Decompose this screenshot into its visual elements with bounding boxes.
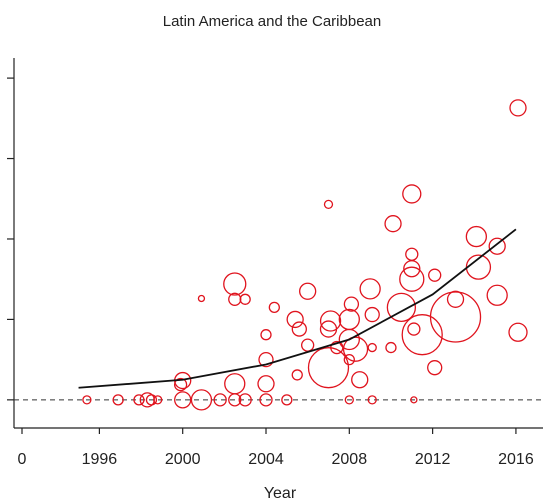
x-tick-label: 2008 — [332, 451, 368, 468]
bubble — [257, 375, 275, 393]
bubble — [386, 292, 417, 322]
bubble — [299, 282, 317, 300]
bubble — [338, 308, 360, 331]
bubble — [228, 393, 242, 407]
bubble — [410, 396, 418, 404]
trend-line — [78, 228, 517, 389]
bubble — [258, 351, 274, 368]
bubble — [223, 272, 247, 296]
bubble — [291, 321, 307, 337]
bubble — [344, 395, 354, 405]
bubble — [359, 278, 381, 300]
bubble — [367, 395, 377, 405]
bubble — [343, 353, 355, 366]
bubble — [291, 369, 303, 381]
x-tick-label: 0 — [18, 451, 27, 468]
x-axis-label: Year — [264, 485, 297, 502]
bubble — [446, 290, 465, 308]
bubble — [286, 310, 304, 329]
bubble — [405, 247, 419, 261]
bubble — [364, 306, 380, 323]
x-tick-label: 2016 — [498, 451, 534, 468]
x-tick-label: 2012 — [415, 451, 451, 468]
bubble — [268, 301, 280, 313]
bubble — [281, 394, 293, 406]
bubble — [239, 293, 251, 305]
bubble — [367, 342, 377, 353]
bubble — [385, 341, 397, 354]
chart-title: Latin America and the Caribbean — [163, 13, 381, 30]
bubble — [407, 322, 421, 336]
bubble — [301, 338, 315, 352]
bubble — [260, 329, 272, 341]
bubble — [427, 360, 443, 376]
bubble — [508, 322, 528, 342]
x-tick-label: 1996 — [82, 451, 118, 468]
bubble — [224, 373, 246, 395]
bubble — [173, 377, 188, 392]
x-tick-label: 2004 — [248, 451, 284, 468]
bubble — [428, 268, 442, 282]
bubble — [197, 294, 206, 303]
bubble — [323, 199, 334, 210]
bubble — [319, 320, 338, 338]
bubble — [112, 394, 124, 406]
bubble — [488, 237, 506, 255]
bubble — [259, 393, 273, 407]
bubble — [213, 393, 227, 407]
bubble — [401, 314, 443, 356]
bubble — [399, 266, 425, 292]
bubble — [342, 336, 369, 362]
bubble — [238, 393, 252, 407]
bubble — [402, 184, 422, 204]
x-tick-label: 2000 — [165, 451, 201, 468]
bubble — [465, 225, 488, 248]
bubble — [190, 389, 213, 411]
bubble — [403, 260, 421, 278]
bubble — [486, 284, 508, 306]
bubble — [133, 394, 145, 406]
bubble — [174, 391, 192, 409]
bubble — [429, 291, 482, 343]
bubble — [351, 371, 369, 389]
bubble — [343, 296, 360, 312]
bubble — [145, 394, 158, 406]
bubble — [82, 395, 92, 405]
bubble — [153, 395, 163, 405]
bubble — [319, 310, 342, 332]
bubble — [509, 99, 527, 117]
bubble — [307, 347, 350, 389]
bubble — [384, 215, 402, 233]
